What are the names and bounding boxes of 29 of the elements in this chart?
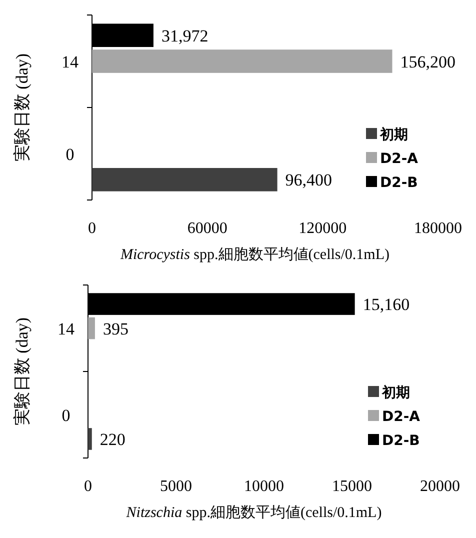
y-tick-label: 0 <box>62 406 70 425</box>
y-axis-title: 実験日数 (day) <box>12 53 32 162</box>
x-axis-title: Nitzschia spp.細胞数平均値(cells/0.1mL) <box>125 504 382 521</box>
y-tick-label: 14 <box>62 52 79 72</box>
x-tick-label: 60000 <box>187 220 228 237</box>
x-tick-label: 10000 <box>244 478 284 495</box>
x-tick-label: 120000 <box>298 220 347 237</box>
y-axis-title: 実験日数 (day) <box>12 317 32 426</box>
legend-label: D2-B <box>382 433 420 449</box>
y-tick-label: 14 <box>58 319 75 338</box>
data-label: 15,160 <box>362 295 410 314</box>
x-axis-title: Microcystis spp.細胞数平均値(cells/0.1mL) <box>119 246 390 263</box>
data-label: 156,200 <box>400 52 456 72</box>
x-tick-label: 0 <box>84 478 92 495</box>
data-label: 96,400 <box>285 170 332 190</box>
x-tick-label: 20000 <box>420 478 460 495</box>
y-tick-label: 0 <box>66 144 74 164</box>
legend-label: 初期 <box>379 126 408 143</box>
x-tick-label: 180000 <box>414 220 462 237</box>
x-tick-label: 5000 <box>160 478 192 495</box>
legend-label: D2-B <box>380 175 418 191</box>
data-label: 220 <box>100 430 126 449</box>
x-tick-label: 15000 <box>332 478 372 495</box>
data-label: 395 <box>102 319 128 338</box>
x-tick-label: 0 <box>88 220 96 237</box>
legend-label: D2-A <box>382 409 420 425</box>
legend-label: D2-A <box>380 151 418 167</box>
legend-label: 初期 <box>381 384 410 401</box>
data-label: 31,972 <box>161 26 208 46</box>
